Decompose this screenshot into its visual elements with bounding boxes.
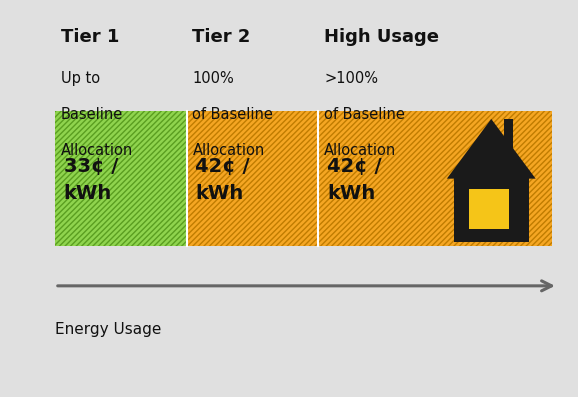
Text: High Usage: High Usage xyxy=(324,28,439,46)
Bar xyxy=(454,176,528,242)
Text: Allocation: Allocation xyxy=(324,143,397,158)
Bar xyxy=(55,111,187,246)
Text: Energy Usage: Energy Usage xyxy=(55,322,161,337)
Text: of Baseline: of Baseline xyxy=(192,107,273,122)
Text: kWh: kWh xyxy=(195,184,243,203)
Text: Allocation: Allocation xyxy=(192,143,265,158)
Text: >100%: >100% xyxy=(324,71,378,87)
Bar xyxy=(318,111,552,246)
Text: 100%: 100% xyxy=(192,71,234,87)
Text: 42¢ /: 42¢ / xyxy=(327,156,381,175)
Text: of Baseline: of Baseline xyxy=(324,107,405,122)
Text: 42¢ /: 42¢ / xyxy=(195,156,250,175)
Bar xyxy=(318,111,552,246)
Text: Tier 1: Tier 1 xyxy=(61,28,119,46)
Bar xyxy=(469,189,509,229)
Bar xyxy=(55,111,187,246)
Text: kWh: kWh xyxy=(64,184,112,203)
Polygon shape xyxy=(447,119,536,179)
Bar xyxy=(187,111,318,246)
Text: Allocation: Allocation xyxy=(61,143,133,158)
Text: 33¢ /: 33¢ / xyxy=(64,156,118,175)
Text: Up to: Up to xyxy=(61,71,100,87)
Text: kWh: kWh xyxy=(327,184,375,203)
Text: Tier 2: Tier 2 xyxy=(192,28,251,46)
Bar xyxy=(503,119,513,160)
Text: Baseline: Baseline xyxy=(61,107,123,122)
Bar xyxy=(187,111,318,246)
